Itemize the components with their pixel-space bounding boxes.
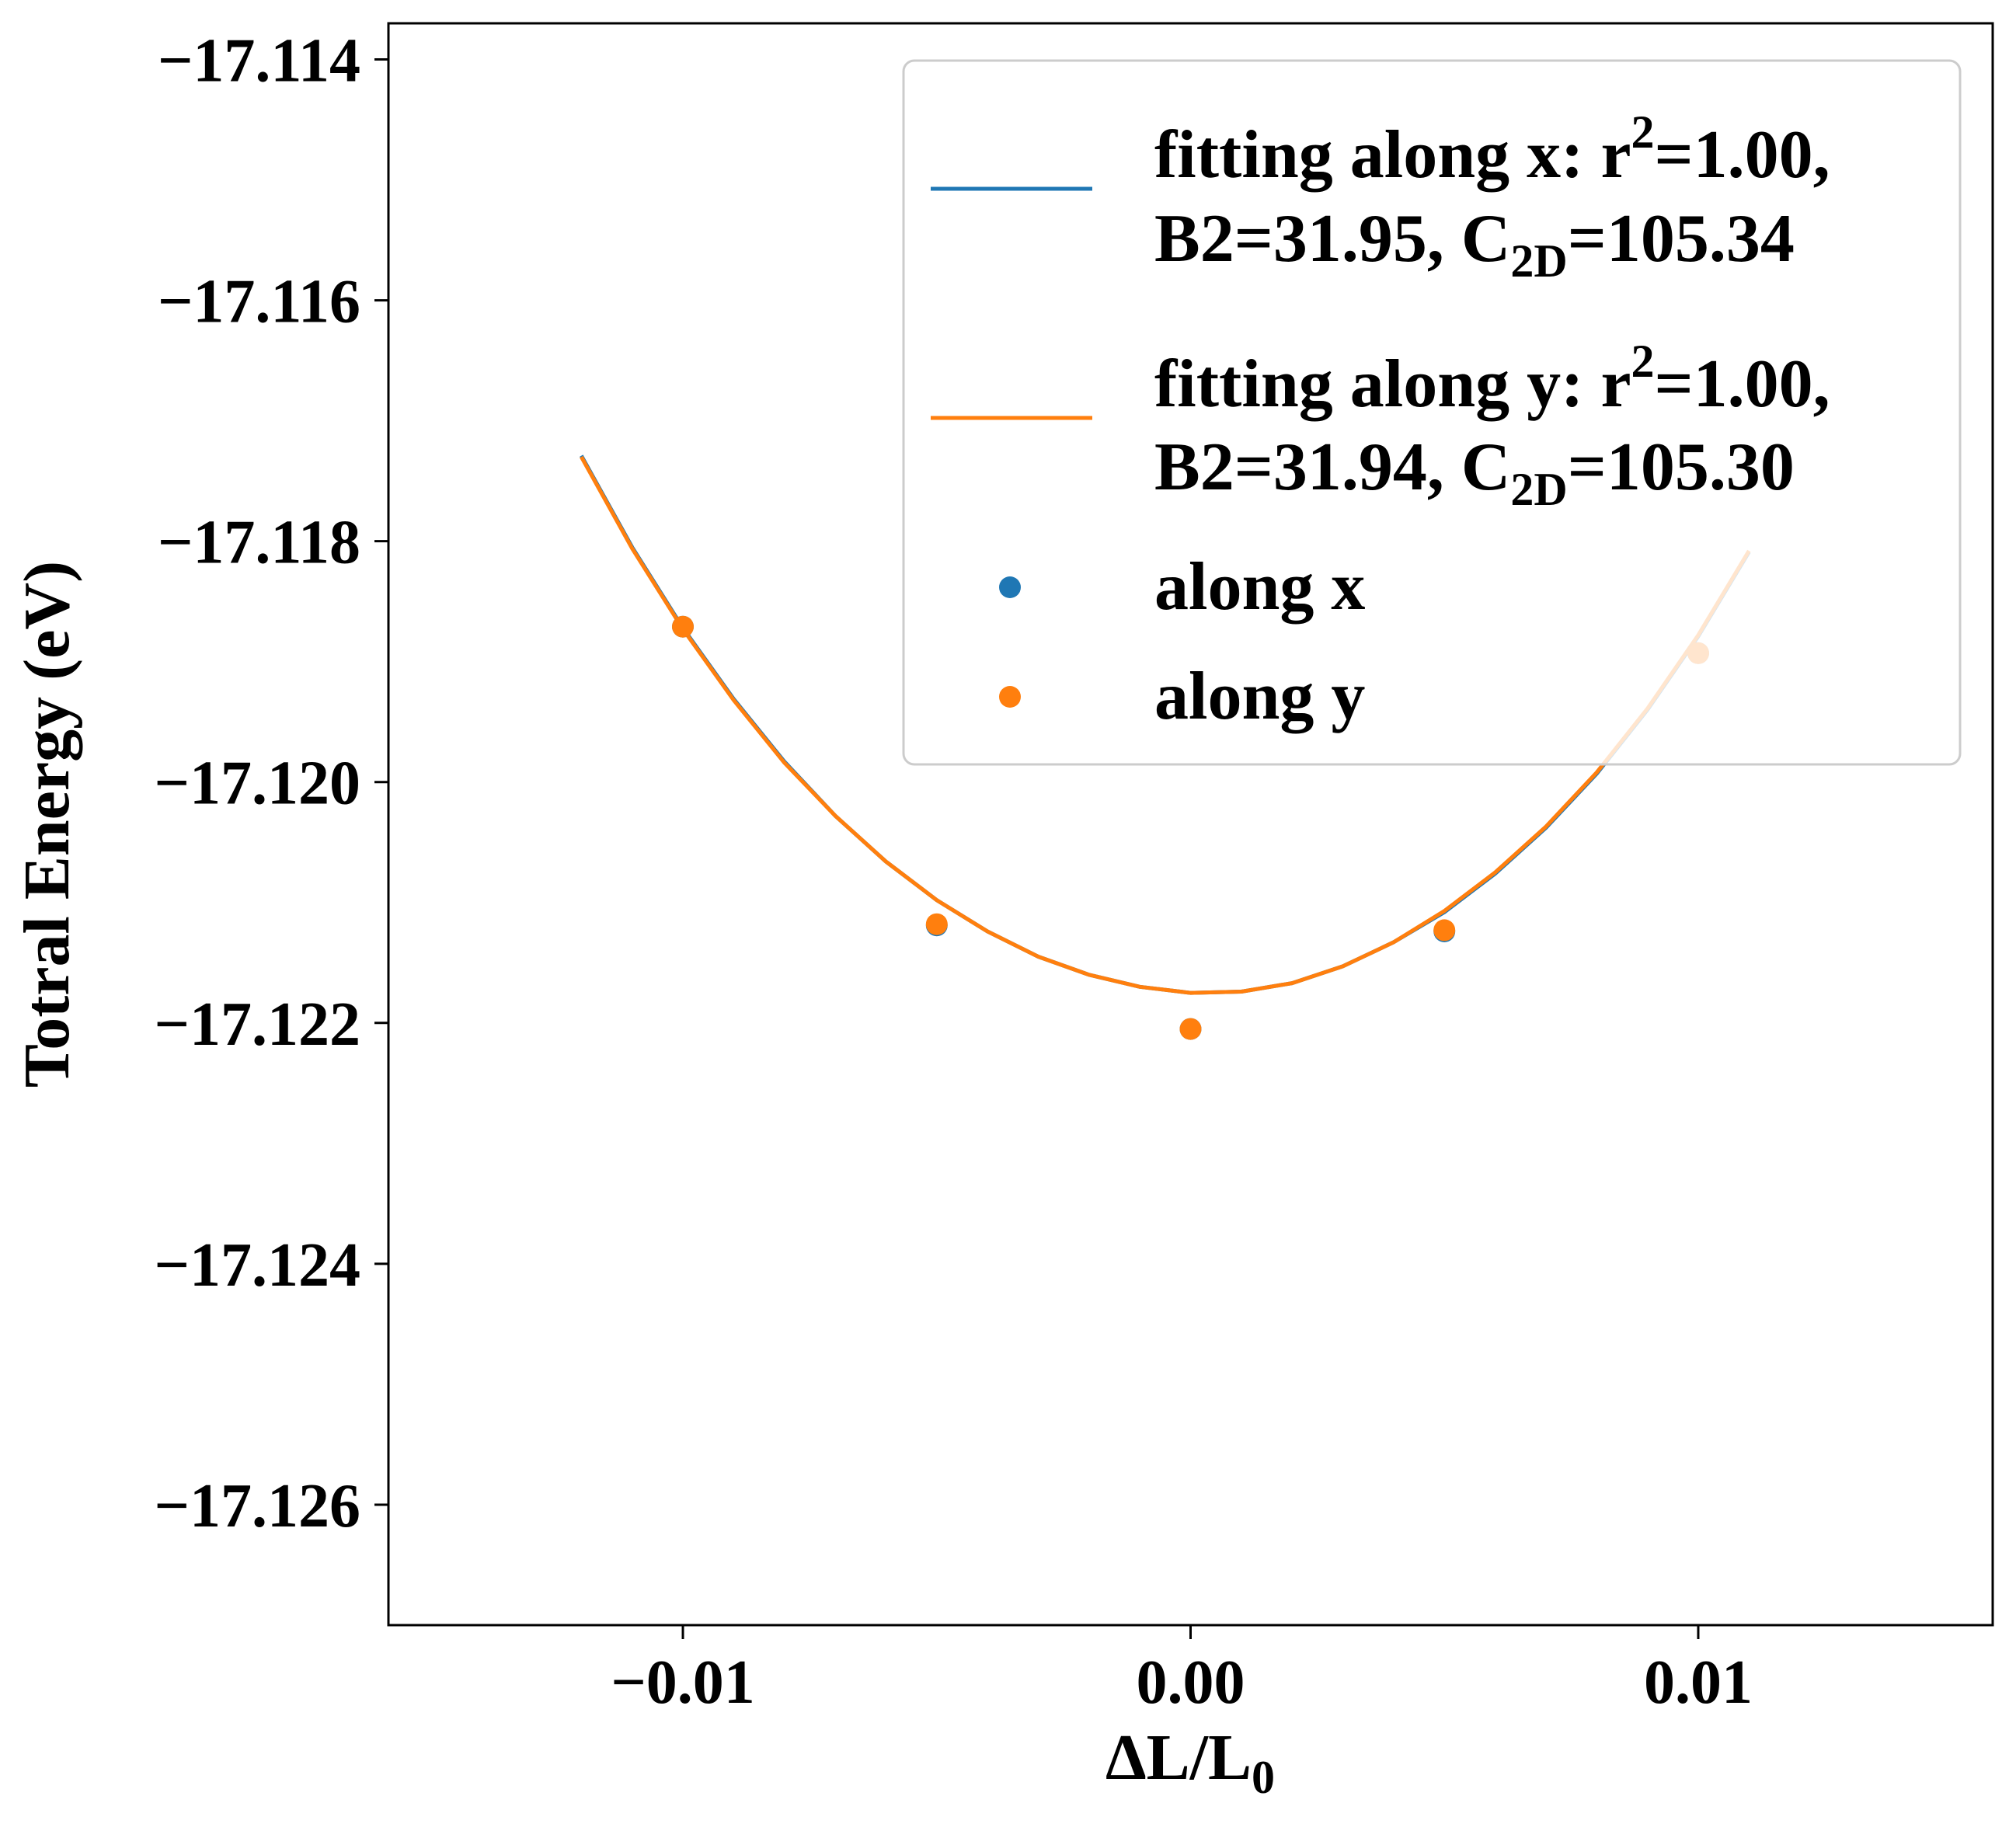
y-axis-label: Totral Energy (eV)	[11, 561, 83, 1088]
legend-label-fit-x-line2: B2=31.95, C2D=105.34	[1154, 201, 1795, 287]
x-tick-label: 0.00	[1137, 1648, 1245, 1717]
legend-label-fit-y-text-a: fitting along y: r	[1154, 346, 1631, 422]
legend-label-along-y: along y	[1154, 659, 1365, 734]
legend-label-fit-y-line1: fitting along y: r2=1.00,	[1154, 336, 1830, 422]
x-axis-label-subscript: 0	[1252, 1752, 1275, 1803]
y-tick-label: −17.116	[158, 268, 360, 336]
point-along-y	[1179, 1018, 1202, 1040]
point-along-y	[1433, 919, 1456, 942]
legend-label-fit-x-line1: fitting along x: r2=1.00,	[1154, 106, 1830, 193]
legend-label-fit-y-text-b: =1.00,	[1655, 346, 1830, 422]
point-along-y	[925, 913, 948, 935]
x-axis-label-main: ΔL/L	[1105, 1721, 1252, 1794]
legend-label-fit-y-subscript: 2D	[1510, 464, 1567, 515]
y-tick-label: −17.114	[158, 27, 360, 96]
legend-label-fit-y-text-d: =105.30	[1568, 430, 1795, 505]
legend-frame	[902, 59, 1962, 766]
y-tick-label: −17.124	[154, 1231, 360, 1300]
y-tick-label: −17.122	[154, 990, 360, 1059]
legend-label-fit-x-text-a: fitting along x: r	[1154, 117, 1631, 193]
legend-marker-along-x	[999, 576, 1021, 598]
legend-label-fit-x-superscript: 2	[1631, 106, 1655, 158]
plot-frame	[387, 22, 1994, 1627]
y-tick-label: −17.118	[158, 509, 360, 577]
legend-label-fit-y-superscript: 2	[1631, 336, 1655, 387]
x-axis-ticks: −0.01 0.00 0.01	[611, 1625, 1753, 1717]
legend-label-along-x: along x	[1154, 549, 1365, 625]
legend-marker-along-y	[999, 686, 1021, 708]
point-along-y	[672, 615, 694, 638]
legend: fitting along x: r2=1.00, B2=31.95, C2D=…	[902, 59, 1962, 766]
legend-label-fit-x-text-c: B2=31.95, C	[1154, 201, 1510, 277]
legend-label-fit-y-text-c: B2=31.94, C	[1154, 430, 1510, 505]
y-tick-label: −17.126	[154, 1472, 360, 1540]
legend-label-fit-x-text-d: =105.34	[1568, 201, 1795, 277]
x-tick-label: 0.01	[1644, 1648, 1753, 1717]
y-tick-label: −17.120	[154, 750, 360, 818]
legend-label-fit-x-text-b: =1.00,	[1655, 117, 1830, 193]
fit-line-y	[580, 455, 1751, 995]
legend-label-fit-x-subscript: 2D	[1510, 235, 1567, 287]
x-axis-label: ΔL/L0	[1105, 1721, 1275, 1803]
x-tick-label: −0.01	[611, 1648, 755, 1717]
legend-label-fit-y-line2: B2=31.94, C2D=105.30	[1154, 430, 1795, 515]
y-axis-ticks: −17.114 −17.116 −17.118 −17.120 −17.122 −17.1…	[154, 27, 388, 1540]
